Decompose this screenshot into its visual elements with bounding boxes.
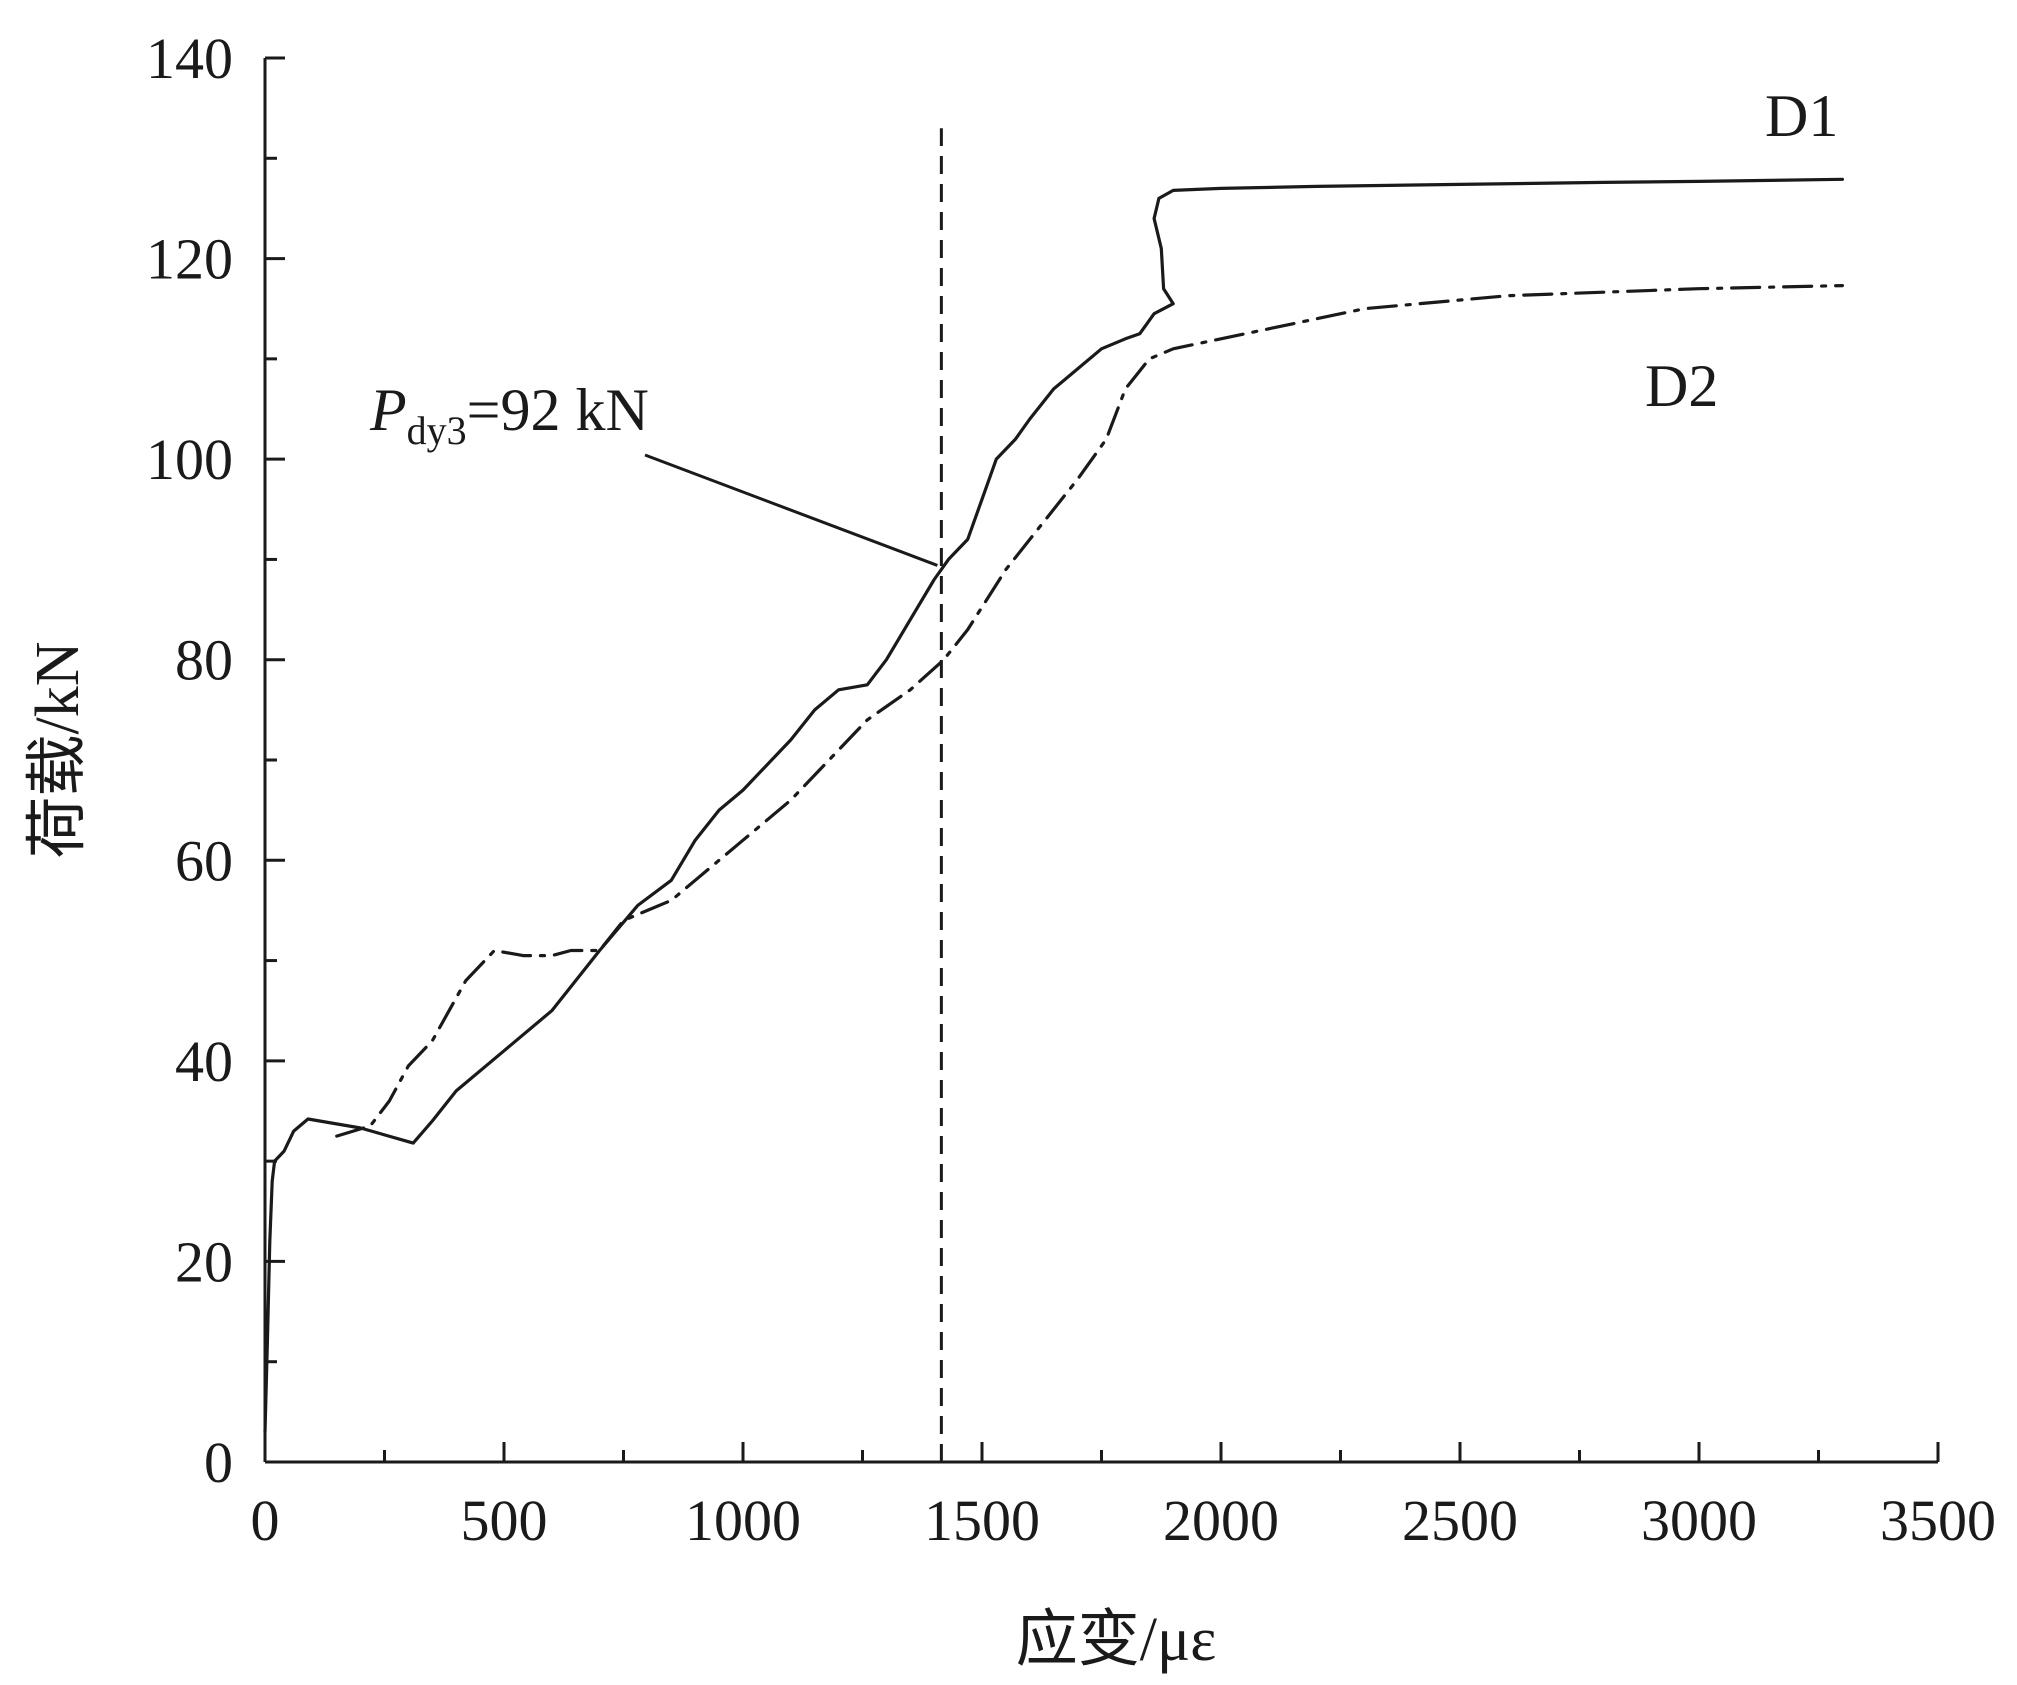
x-axis-title: 应变/με	[1016, 1606, 1217, 1674]
y-axis-title: 荷载/kN	[24, 641, 92, 858]
x-tick-label: 3500	[1880, 1488, 1996, 1553]
annotation-symbol: P	[369, 377, 407, 443]
series-line-2	[335, 284, 1844, 1138]
series-label-d2: D2	[1645, 353, 1718, 419]
series-label-d1: D1	[1765, 83, 1838, 149]
x-tick-label: 500	[461, 1488, 548, 1553]
y-tick-label: 100	[146, 427, 233, 492]
y-tick-label: 20	[175, 1229, 233, 1294]
series-layer	[263, 177, 1844, 1434]
y-tick-label: 40	[175, 1029, 233, 1094]
annotation-label: Pdy3=92 kN	[369, 377, 649, 453]
x-tick-label: 1500	[924, 1488, 1040, 1553]
x-tick-label: 2500	[1402, 1488, 1518, 1553]
y-tick-label: 120	[146, 227, 233, 292]
y-tick-label: 80	[175, 628, 233, 693]
x-tick-label: 2000	[1163, 1488, 1279, 1553]
y-tick-label: 60	[175, 828, 233, 893]
x-tick-label: 1000	[685, 1488, 801, 1553]
annotation-subscript: dy3	[407, 408, 467, 453]
annotation-value: =92 kN	[467, 377, 649, 443]
y-tick-label: 140	[146, 26, 233, 91]
axes: 0 500 1000 1500 2000 2500 3000 3500 0 20 40 60 80 100…	[146, 26, 1996, 1553]
reference-layer	[644, 128, 943, 1462]
series-line-1	[263, 177, 1844, 1434]
labels-layer: D1 D2	[1645, 83, 1838, 419]
annotation-leader-line	[644, 453, 938, 567]
x-tick-label: 0	[251, 1488, 280, 1553]
x-tick-label: 3000	[1641, 1488, 1757, 1553]
y-tick-label: 0	[204, 1430, 233, 1495]
